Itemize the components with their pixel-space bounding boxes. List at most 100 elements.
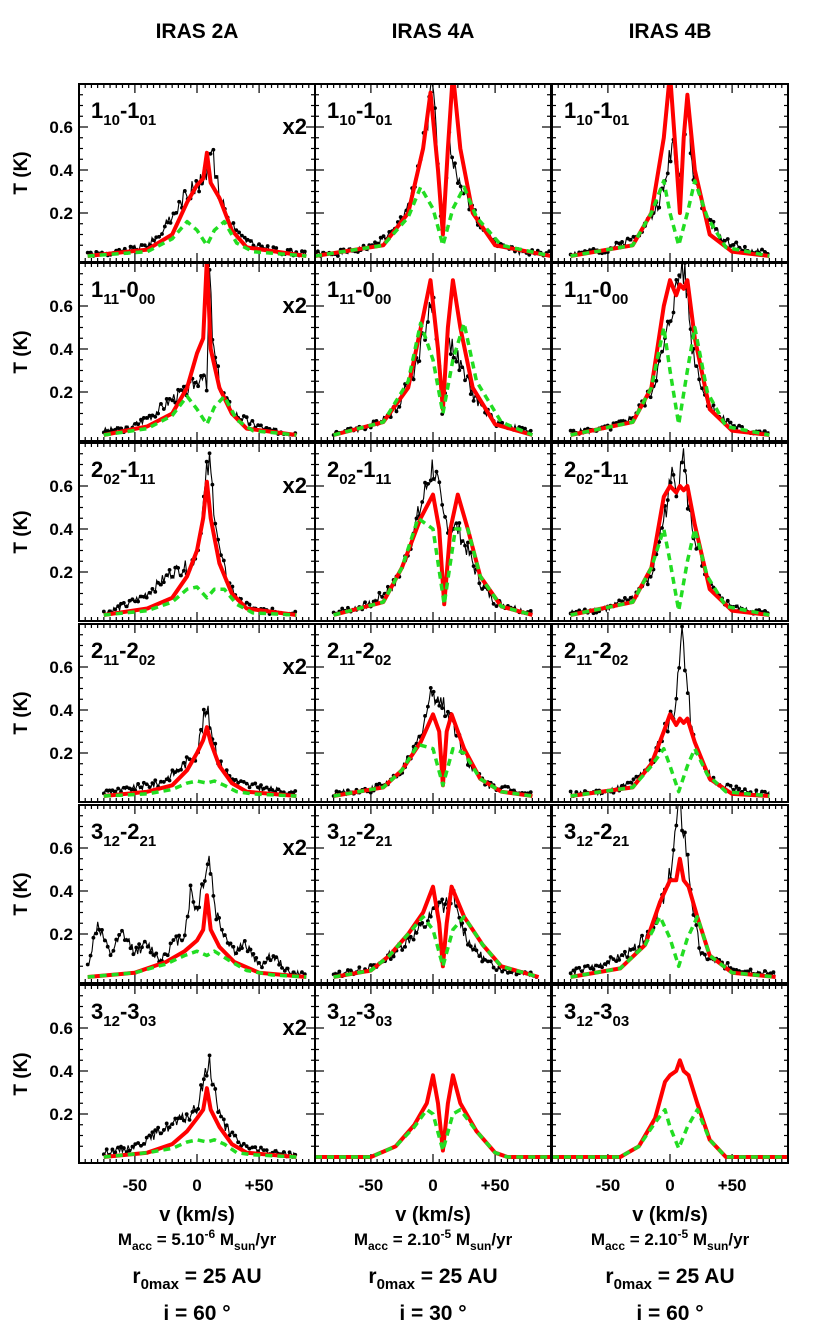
- observed-point: [420, 920, 425, 925]
- observed-point: [477, 581, 482, 586]
- spectrum-panel: 111-000: [314, 262, 552, 442]
- observed-point: [631, 234, 636, 239]
- observed-point: [222, 933, 227, 937]
- observed-point: [122, 938, 127, 943]
- observed-point: [423, 338, 427, 342]
- observed-point: [468, 392, 473, 397]
- observed-point: [251, 952, 256, 956]
- model-total-line: [570, 484, 770, 617]
- observed-point: [373, 240, 377, 245]
- observed-spectrum: [570, 108, 770, 257]
- observed-point: [193, 1108, 198, 1113]
- model-total-line: [570, 856, 776, 979]
- observed-point: [268, 958, 273, 963]
- model-total-line: [552, 1058, 788, 1159]
- panel-plot-area: [101, 263, 298, 437]
- observed-point: [159, 402, 163, 406]
- transition-label: 312-303: [91, 999, 156, 1030]
- observed-point: [153, 589, 158, 594]
- scale-factor-label: x2: [283, 293, 307, 318]
- observed-point: [220, 927, 224, 932]
- model-component-line: [570, 325, 770, 437]
- observed-point: [233, 778, 238, 782]
- observed-point: [346, 968, 350, 972]
- observed-point: [142, 243, 147, 248]
- observed-point: [708, 218, 713, 222]
- observed-point: [346, 788, 350, 793]
- y-tick-label: 0.6: [49, 297, 73, 316]
- observed-point: [771, 970, 776, 975]
- model-component-line: [333, 321, 534, 437]
- observed-point: [685, 506, 690, 511]
- observed-point: [571, 968, 576, 973]
- observed-point: [261, 1148, 266, 1152]
- observed-point: [105, 944, 110, 949]
- scale-factor-label: x2: [283, 473, 307, 498]
- observed-point: [600, 965, 604, 970]
- observed-point: [451, 355, 456, 360]
- transition-label: 110-101: [91, 98, 156, 129]
- observed-point: [202, 879, 207, 883]
- observed-point: [116, 1145, 121, 1150]
- observed-point: [457, 521, 462, 525]
- observed-point: [348, 968, 353, 973]
- observed-point: [244, 415, 249, 420]
- observed-point: [620, 953, 624, 957]
- observed-point: [193, 380, 198, 385]
- observed-point: [147, 1133, 152, 1138]
- observed-point: [264, 425, 269, 430]
- model-total-line: [103, 725, 297, 798]
- observed-point: [617, 419, 622, 424]
- observed-point: [657, 540, 662, 544]
- scale-factor-label: x2: [283, 835, 307, 860]
- y-axis-label: T (K): [11, 691, 32, 734]
- observed-point: [171, 938, 176, 942]
- observed-point: [264, 785, 269, 790]
- observed-point: [742, 787, 747, 791]
- observed-point: [455, 181, 460, 185]
- observed-point: [574, 966, 579, 971]
- observed-point: [151, 953, 156, 957]
- inclination-label: i = 30 °: [399, 1302, 466, 1325]
- observed-point: [271, 954, 276, 958]
- observed-point: [357, 965, 362, 970]
- x-tick-label: -50: [359, 1176, 384, 1195]
- observed-point: [204, 1073, 209, 1078]
- panel-frame: [551, 984, 789, 1164]
- observed-point: [368, 963, 373, 967]
- observed-point: [210, 482, 215, 487]
- observed-point: [466, 540, 470, 545]
- observed-point: [463, 378, 467, 383]
- observed-point: [159, 1131, 163, 1136]
- observed-point: [260, 965, 264, 970]
- observed-point: [671, 310, 676, 315]
- observed-point: [628, 416, 633, 421]
- observed-point: [574, 790, 579, 794]
- observed-point: [250, 1145, 255, 1150]
- observed-point: [577, 965, 582, 970]
- observed-point: [173, 1116, 178, 1121]
- observed-point: [160, 232, 164, 236]
- spectrum-panel: 111-000: [551, 262, 789, 442]
- observed-point: [723, 238, 727, 243]
- observed-point: [603, 962, 607, 966]
- observed-point: [131, 952, 136, 957]
- y-axis-label: T (K): [11, 872, 32, 915]
- observed-point: [725, 782, 730, 787]
- observed-point: [694, 546, 699, 551]
- observed-point: [161, 580, 166, 585]
- observed-point: [583, 964, 587, 969]
- observed-point: [265, 244, 270, 248]
- observed-point: [262, 960, 267, 965]
- observed-point: [151, 238, 156, 243]
- observed-point: [236, 780, 241, 785]
- observed-point: [164, 1121, 169, 1126]
- y-tick-label: 0.6: [49, 477, 73, 496]
- observed-point: [124, 604, 129, 609]
- observed-point: [471, 947, 476, 952]
- observed-point: [133, 421, 138, 426]
- observed-point: [94, 931, 99, 936]
- observed-spectrum: [87, 148, 307, 258]
- observed-point: [164, 573, 169, 577]
- observed-point: [224, 1123, 229, 1128]
